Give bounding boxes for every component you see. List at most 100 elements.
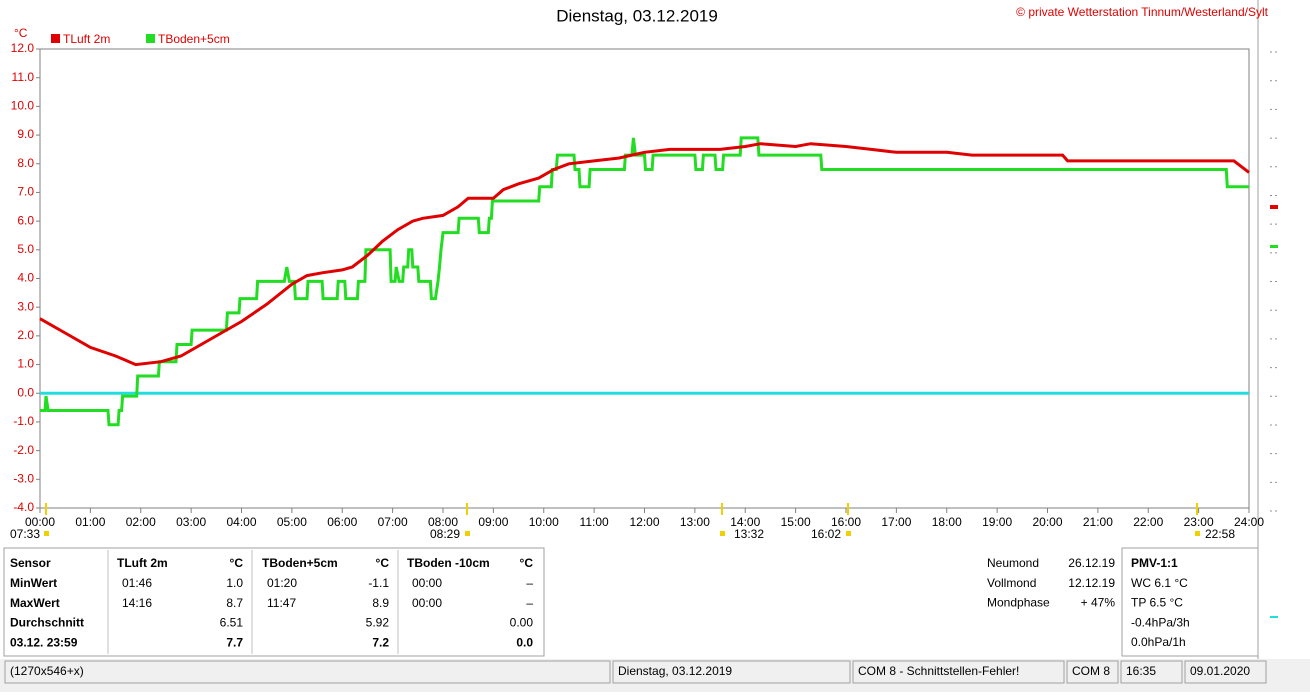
sun-time: 13:32 [734, 527, 764, 541]
series-line [39, 142, 1250, 367]
y-tick-label: -1.0 [13, 414, 34, 428]
sun-time: 16:02 [811, 527, 841, 541]
table-cell: 7.7 [226, 635, 243, 649]
moon-value: 26.12.19 [1068, 556, 1115, 570]
x-tick-label: 02:00 [126, 515, 156, 529]
y-tick-label: 2.0 [17, 328, 34, 342]
x-tick-label: 03:00 [176, 515, 206, 529]
table-cell: 8.7 [226, 596, 243, 610]
x-tick-label: 12:00 [629, 515, 659, 529]
status-text: 09.01.2020 [1190, 664, 1250, 678]
table-cell: 0.0 [516, 635, 533, 649]
x-tick-label: 13:00 [680, 515, 710, 529]
legend-label: TBoden+5cm [158, 32, 230, 46]
pmv-line: PMV-1:1 [1131, 556, 1178, 570]
x-tick-label: 08:00 [428, 515, 458, 529]
y-tick-label: 7.0 [17, 185, 34, 199]
pmv-line: WC 6.1 °C [1131, 576, 1188, 590]
x-tick-label: 07:00 [378, 515, 408, 529]
status-cell [1120, 660, 1183, 684]
x-tick-label: 14:00 [730, 515, 760, 529]
table-cell: 7.2 [372, 635, 389, 649]
x-tick-label: 23:00 [1184, 515, 1214, 529]
table-header: °C [520, 556, 534, 570]
table-header: TLuft 2m [117, 556, 168, 570]
x-tick-label: 18:00 [932, 515, 962, 529]
sun-time: 08:29 [430, 527, 460, 541]
status-cell [1066, 660, 1119, 684]
status-text: (1270x546+x) [10, 664, 84, 678]
x-tick-label: 21:00 [1083, 515, 1113, 529]
x-tick-label: 11:00 [580, 515, 609, 529]
x-tick-label: 05:00 [277, 515, 307, 529]
table-cell: 11:47 [267, 596, 296, 610]
sun-marker [44, 531, 49, 536]
x-tick-label: 06:00 [327, 515, 357, 529]
y-tick-label: 8.0 [17, 156, 34, 170]
y-tick-label: 12.0 [11, 41, 35, 55]
table-header: °C [376, 556, 390, 570]
legend-swatch [51, 34, 60, 43]
moon-value: + 47% [1081, 596, 1116, 610]
table-cell: 00:00 [412, 596, 442, 610]
pmv-line: -0.4hPa/3h [1131, 615, 1190, 629]
table-cell: 01:46 [122, 576, 152, 590]
y-tick-label: 6.0 [17, 213, 34, 227]
legend-swatch [146, 34, 155, 43]
table-box [3, 547, 545, 657]
x-tick-label: 20:00 [1032, 515, 1062, 529]
table-cell: – [526, 596, 533, 610]
table-header: TBoden+5cm [262, 556, 338, 570]
sun-marker [720, 531, 725, 536]
y-tick-label: 0.0 [17, 385, 34, 399]
y-tick-label: 1.0 [17, 357, 34, 371]
table-cell: 01:20 [267, 576, 297, 590]
status-text: Dienstag, 03.12.2019 [618, 664, 732, 678]
pmv-line: 0.0hPa/1h [1131, 635, 1186, 649]
x-tick-label: 24:00 [1234, 515, 1264, 529]
x-tick-label: 17:00 [881, 515, 911, 529]
sun-marker [465, 531, 470, 536]
table-cell: – [526, 576, 533, 590]
x-tick-label: 00:00 [25, 515, 55, 529]
x-tick-label: 22:00 [1133, 515, 1163, 529]
table-cell: 0.00 [510, 616, 534, 630]
table-header: Sensor [10, 556, 51, 570]
table-cell: Durchschnitt [10, 616, 84, 630]
pmv-line: TP 6.5 °C [1131, 596, 1183, 610]
x-tick-label: 01:00 [75, 515, 105, 529]
status-cell [612, 660, 851, 684]
pmv-box [1121, 547, 1259, 657]
status-cell [1184, 660, 1267, 684]
y-tick-label: -4.0 [13, 500, 34, 514]
sun-marker [1195, 531, 1200, 536]
series-line [40, 136, 1249, 427]
x-tick-label: 10:00 [529, 515, 559, 529]
table-cell: MinWert [10, 576, 57, 590]
table-cell: MaxWert [10, 596, 60, 610]
status-cell [852, 660, 1065, 684]
right-marker [1270, 245, 1278, 248]
x-tick-label: 16:00 [831, 515, 861, 529]
table-cell: 1.0 [226, 576, 243, 590]
y-tick-label: 4.0 [17, 271, 34, 285]
x-tick-label: 19:00 [982, 515, 1012, 529]
y-tick-label: 11.0 [12, 70, 35, 84]
y-tick-label: 10.0 [11, 99, 35, 113]
x-tick-label: 04:00 [226, 515, 256, 529]
moon-value: 12.12.19 [1068, 576, 1115, 590]
y-tick-label: -3.0 [13, 471, 34, 485]
legend-label: TLuft 2m [63, 32, 110, 46]
table-cell: 00:00 [412, 576, 442, 590]
status-cell [4, 660, 611, 684]
plot-frame [39, 48, 1250, 509]
sun-time: 22:58 [1205, 527, 1235, 541]
table-header: °C [230, 556, 244, 570]
sun-marker [846, 531, 851, 536]
table-cell: -1.1 [368, 576, 389, 590]
table-cell: 8.9 [372, 596, 389, 610]
sun-time: 07:33 [10, 527, 40, 541]
table-cell: 5.92 [366, 616, 390, 630]
